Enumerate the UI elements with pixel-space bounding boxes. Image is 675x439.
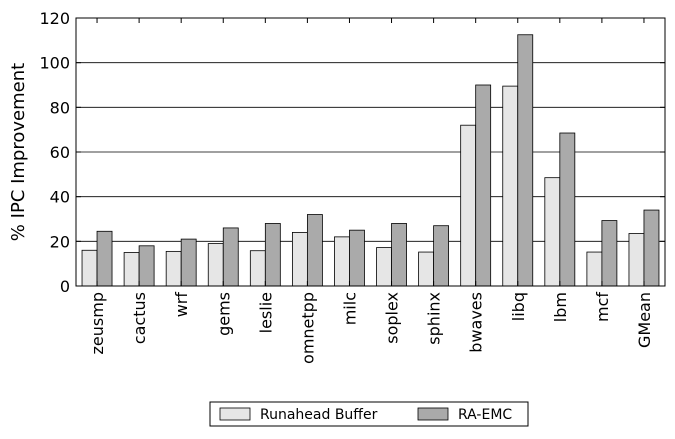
bar-ra-emc-sphinx [433,225,450,287]
x-tick-label: sphinx [425,292,444,345]
y-axis-ticks: 0 20 40 60 80 100 120 [39,9,665,296]
bar-ra-emc-leslie [264,223,281,287]
x-tick-label: mcf [593,292,612,322]
bar-ra-emc-cactus [138,245,155,287]
bar-ra-emc-mcf [601,220,618,287]
bar-runahead-buffer-soplex [376,247,392,287]
legend-box [209,401,529,427]
bar-ra-emc-wrf [180,238,197,287]
x-tick-label: zeusmp [88,292,107,354]
x-tick-label: omnetpp [298,292,317,364]
bar-runahead-buffer-libq [502,85,519,287]
bar-ra-emc-lbm [559,132,576,287]
y-tick-label: 60 [50,143,70,162]
bar-runahead-buffer-wrf [165,250,182,287]
grid-lines [76,62,665,242]
x-tick-label: milc [340,292,359,325]
bars [81,34,660,287]
bar-runahead-buffer-sphinx [418,251,435,287]
bar-ra-emc-omnetpp [306,214,323,287]
x-tick-label: libq [509,292,528,321]
x-tick-label: cactus [130,292,149,344]
y-tick-label: 40 [50,188,70,207]
y-tick-label: 120 [39,9,70,28]
bar-runahead-buffer-bwaves [460,124,477,287]
bar-ra-emc-zeusmp [96,230,113,287]
legend-label: Runahead Buffer [260,407,378,423]
x-tick-label: leslie [256,292,275,333]
x-tick-label: gems [214,292,233,336]
x-tick-label: bwaves [467,292,486,353]
bar-ra-emc-soplex [391,223,407,287]
legend-swatch [219,407,251,421]
plot-frame [75,17,666,287]
x-axis-ticks: zeusmp cactus wrf gems leslie omnetpp milc sopl… [88,18,654,364]
x-tick-label: GMean [635,292,654,348]
bar-ra-emc-gmean [643,209,660,287]
y-tick-label: 0 [60,277,70,296]
bar-runahead-buffer-zeusmp [81,249,98,287]
bar-runahead-buffer-gmean [628,233,645,287]
x-tick-label: lbm [551,292,570,322]
bar-ra-emc-libq [517,34,534,287]
x-tick-label: wrf [172,292,191,318]
legend-label: RA-EMC [458,407,512,423]
y-axis-label: % IPC Improvement [8,63,29,241]
bar-ra-emc-gems [222,227,239,287]
bar-runahead-buffer-milc [334,236,350,287]
bar-runahead-buffer-mcf [586,251,603,287]
y-tick-label: 80 [50,98,70,117]
bar-ra-emc-milc [349,229,365,287]
y-tick-label: 100 [39,54,70,73]
bar-runahead-buffer-gems [207,243,224,287]
bar-runahead-buffer-leslie [249,250,266,287]
legend: Runahead Buffer RA-EMC [209,401,529,427]
x-tick-label: soplex [383,292,402,344]
bar-runahead-buffer-cactus [123,252,140,287]
bar-ra-emc-bwaves [475,84,492,287]
y-tick-label: 20 [50,232,70,251]
bar-runahead-buffer-omnetpp [291,231,308,287]
legend-swatch [417,407,449,421]
bar-runahead-buffer-lbm [544,177,561,287]
